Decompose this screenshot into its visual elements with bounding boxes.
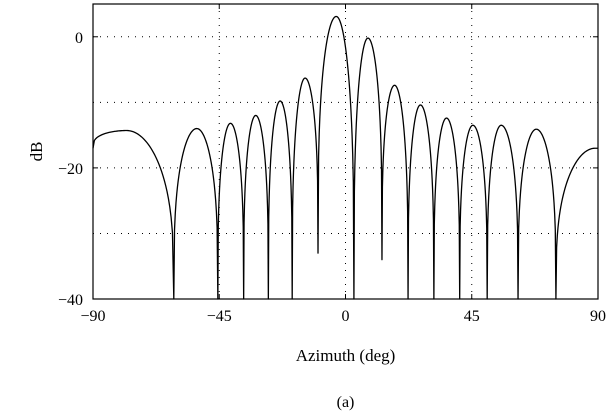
y-tick-label: 0 <box>75 30 83 47</box>
grid-lines <box>93 4 598 299</box>
x-tick-label: −90 <box>80 308 105 325</box>
y-axis-label: dB <box>27 142 46 162</box>
x-tick-label: 0 <box>342 308 350 325</box>
series-line <box>92 15 598 300</box>
x-tick-label: 90 <box>590 308 606 325</box>
x-tick-label: 45 <box>464 308 480 325</box>
y-tick-label: −20 <box>58 161 83 178</box>
y-tick-label: −40 <box>58 292 83 309</box>
x-axis-label: Azimuth (deg) <box>296 346 396 365</box>
x-tick-label: −45 <box>207 308 232 325</box>
axis-ticks: −90 −45 0 45 90 −40 −20 0 <box>58 4 606 325</box>
figure-caption: (a) <box>337 394 355 411</box>
